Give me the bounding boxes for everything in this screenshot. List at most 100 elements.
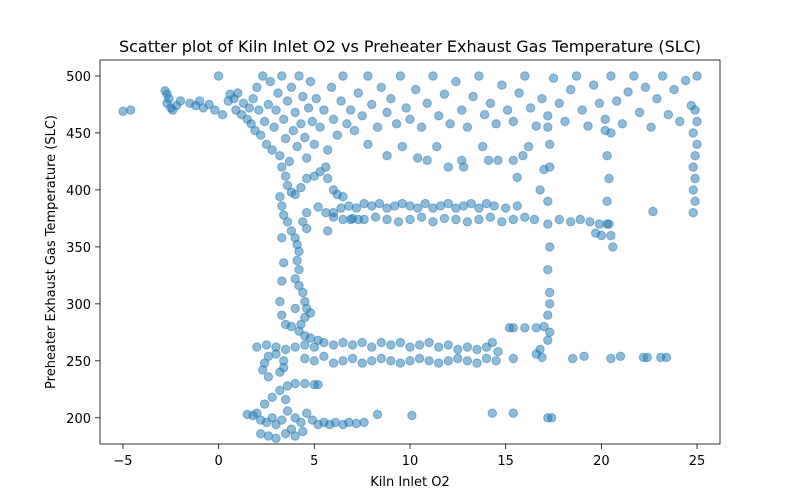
data-point [256, 429, 266, 439]
data-point [305, 333, 316, 343]
data-point [347, 353, 358, 364]
data-point [338, 337, 348, 348]
data-point [296, 182, 306, 193]
data-point [416, 212, 427, 222]
data-point [518, 151, 528, 161]
data-point [349, 125, 360, 136]
data-point [302, 208, 312, 218]
data-point [338, 214, 348, 225]
data-point [445, 119, 455, 129]
data-point [273, 88, 283, 98]
data-point [323, 173, 333, 184]
data-point [298, 287, 308, 298]
data-point [294, 71, 304, 81]
data-point [529, 214, 540, 225]
x-axis-label: Kiln Inlet O2 [370, 475, 450, 490]
data-point [424, 337, 434, 348]
data-point [508, 353, 518, 364]
data-point [372, 122, 383, 132]
points-layer [118, 71, 702, 443]
data-point [302, 408, 312, 418]
data-point [508, 408, 518, 418]
data-point [487, 337, 497, 348]
x-tick-label: 5 [310, 454, 318, 469]
data-point [267, 392, 277, 402]
data-point [568, 353, 578, 364]
data-point [370, 212, 381, 222]
data-point [543, 219, 553, 229]
data-point [259, 399, 270, 409]
data-point [359, 198, 369, 209]
data-point [277, 201, 287, 211]
data-point [472, 358, 482, 368]
data-point [344, 417, 354, 428]
data-point [688, 128, 698, 138]
data-point [376, 337, 386, 348]
data-point [487, 408, 497, 418]
data-point [615, 351, 626, 361]
data-point [353, 88, 363, 98]
data-point [332, 130, 342, 140]
data-point [336, 96, 346, 106]
data-point [648, 206, 658, 217]
data-point [663, 110, 673, 120]
data-point [286, 82, 297, 93]
data-point [282, 180, 293, 191]
data-point [294, 246, 304, 257]
data-point [376, 82, 386, 93]
data-point [382, 203, 392, 213]
data-point [307, 116, 318, 127]
data-point [407, 410, 417, 421]
data-point [688, 162, 698, 172]
data-point [280, 429, 291, 439]
data-point [367, 99, 377, 110]
data-point [303, 103, 314, 113]
data-point [493, 347, 503, 357]
data-point [462, 122, 473, 132]
data-point [501, 203, 511, 213]
data-point [292, 141, 302, 152]
data-point [342, 119, 352, 129]
data-point [462, 217, 473, 227]
data-point [453, 353, 463, 364]
data-point [282, 406, 293, 416]
data-point [617, 119, 628, 129]
data-point [692, 116, 702, 127]
data-point [286, 321, 297, 332]
data-point [594, 219, 605, 229]
data-point [657, 71, 668, 81]
data-point [321, 208, 331, 218]
data-point [252, 82, 262, 93]
data-point [543, 265, 553, 275]
data-point [690, 151, 700, 161]
data-point [288, 125, 298, 136]
data-point [571, 71, 582, 81]
data-point [282, 381, 293, 391]
data-point [391, 119, 402, 129]
data-point [277, 310, 287, 320]
data-point [443, 198, 453, 209]
data-point [585, 217, 595, 227]
data-point [640, 82, 651, 93]
data-point [545, 242, 555, 252]
data-point [319, 351, 329, 361]
data-point [397, 198, 407, 209]
data-point [579, 351, 589, 361]
x-tick-label: 10 [402, 454, 419, 469]
data-point [612, 96, 622, 106]
data-point [275, 192, 285, 202]
data-point [481, 198, 492, 209]
data-point [382, 214, 392, 225]
data-point [397, 141, 407, 152]
data-point [424, 356, 434, 366]
data-point [443, 162, 453, 172]
data-point [330, 417, 341, 428]
data-point [422, 98, 432, 109]
data-point [275, 151, 285, 161]
data-point [367, 201, 377, 211]
data-point [326, 82, 337, 93]
data-point [405, 201, 415, 211]
data-point [290, 189, 300, 200]
data-point [646, 122, 656, 132]
